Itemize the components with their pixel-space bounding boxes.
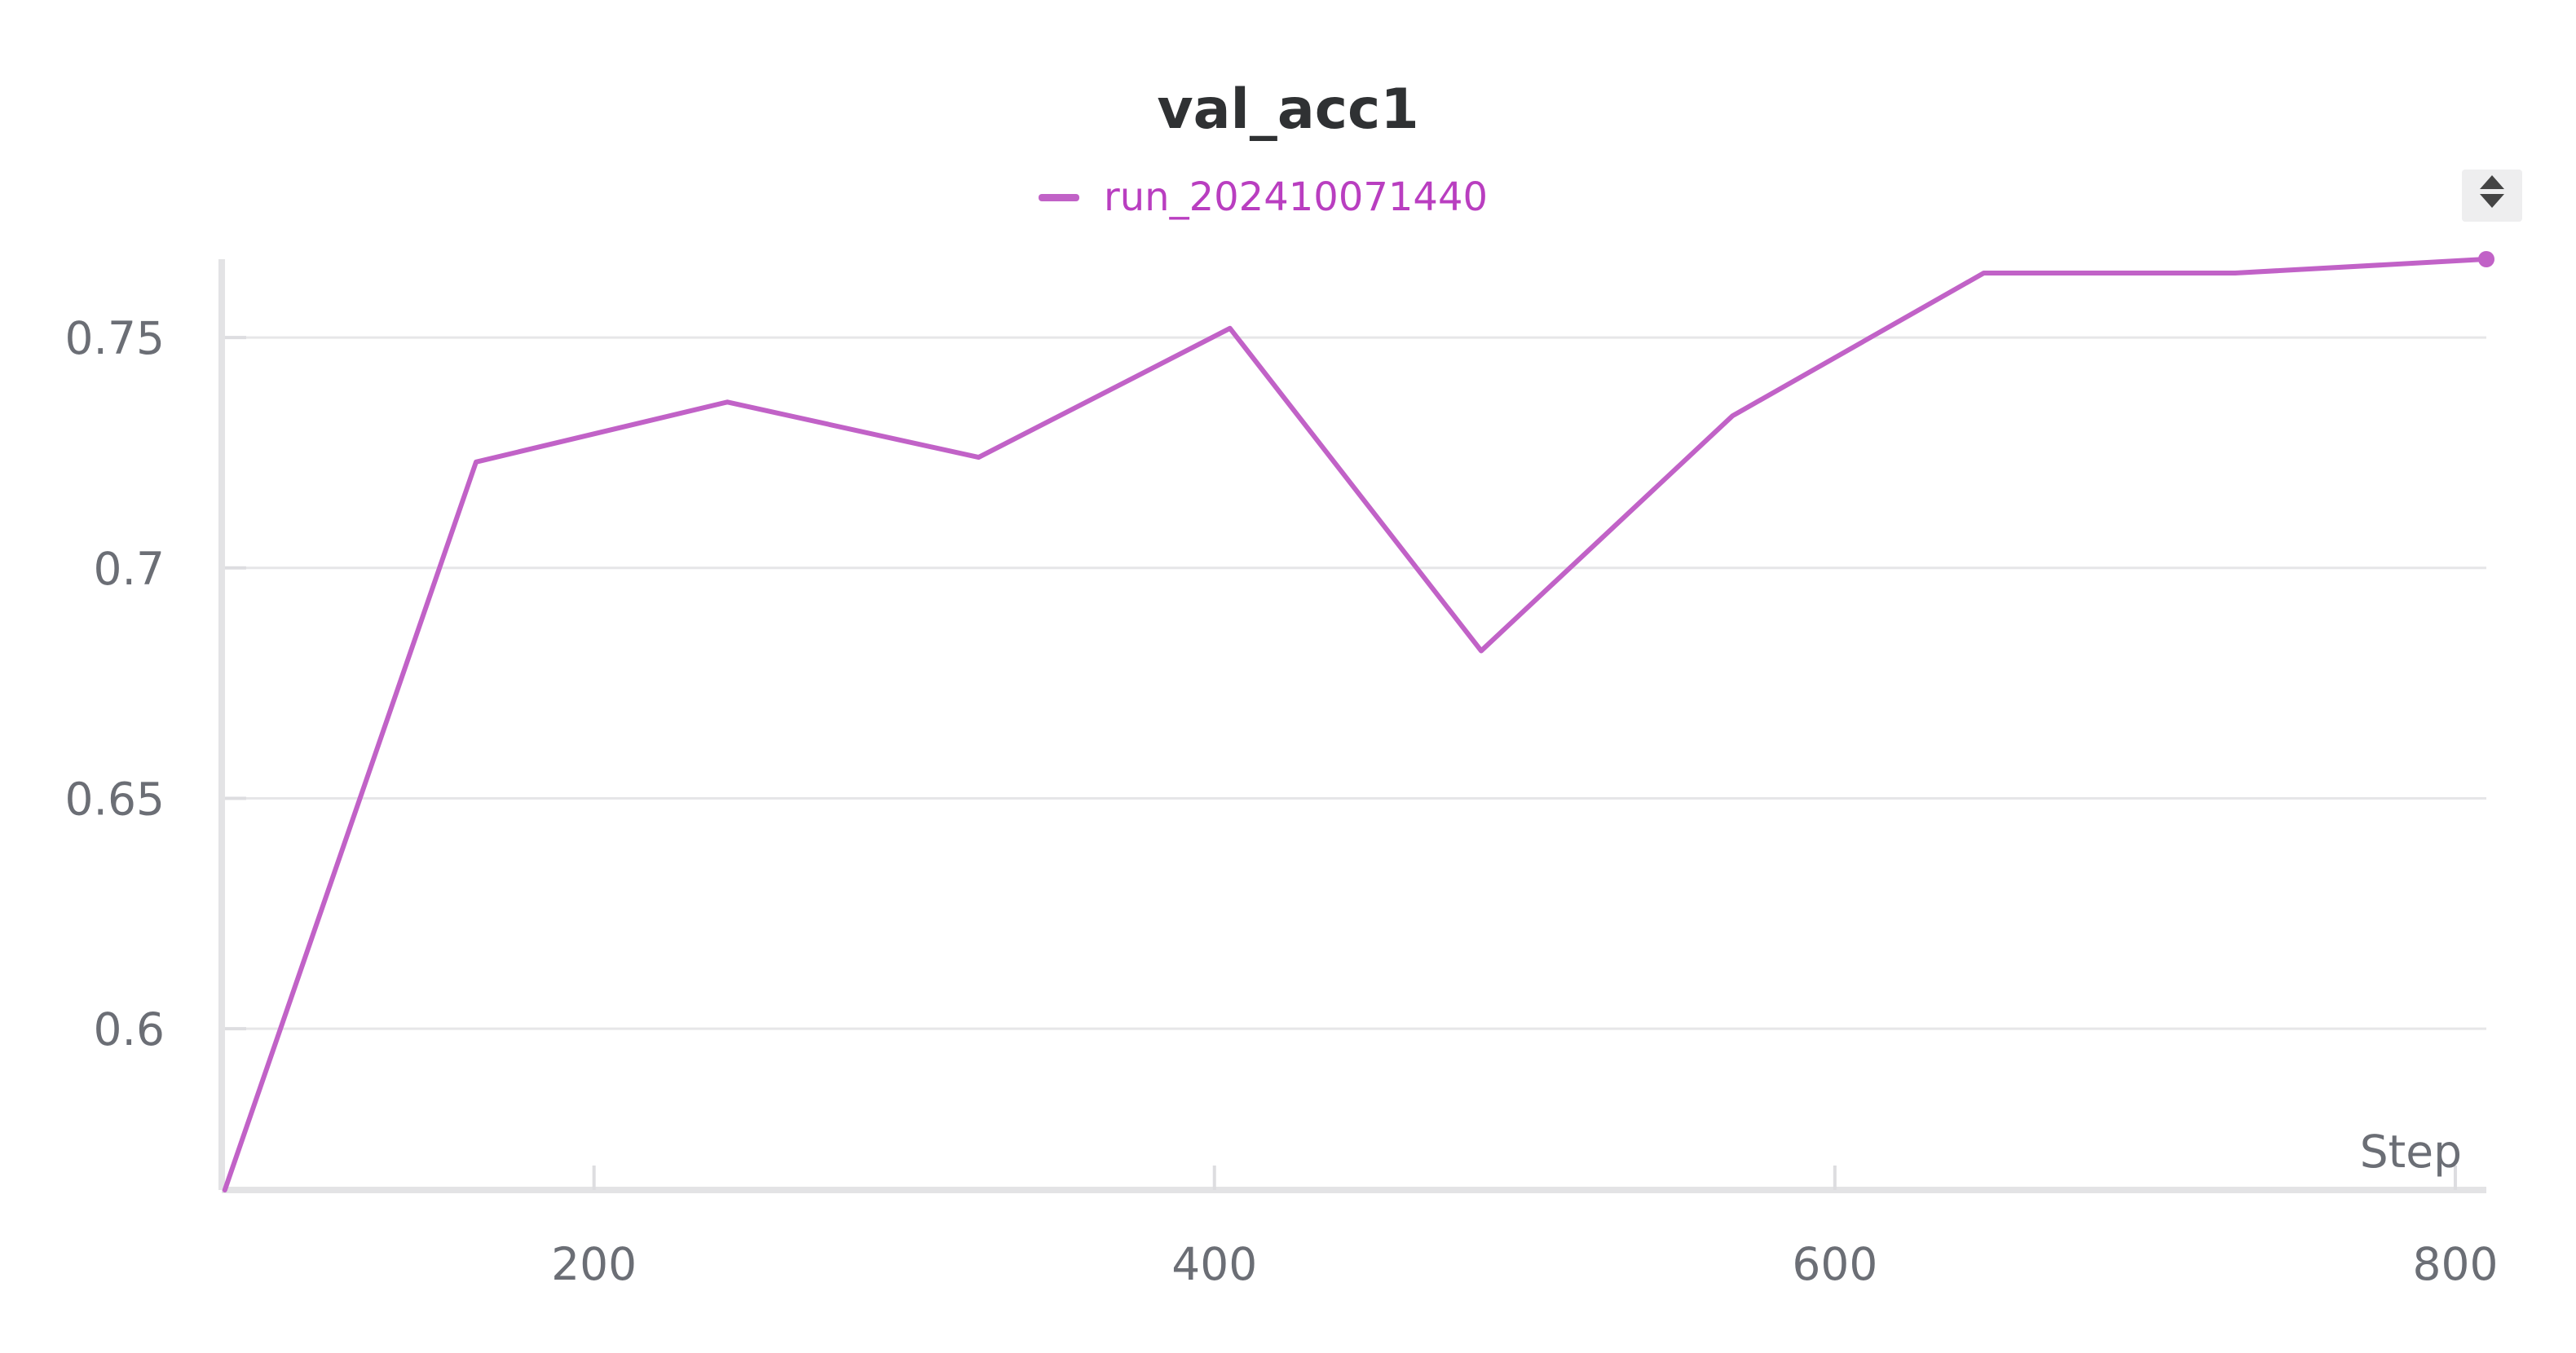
x-tick-label: 800 (2412, 1238, 2498, 1290)
legend-swatch (1039, 193, 1079, 201)
x-tick-label: 400 (1171, 1238, 1257, 1290)
chart-title: val_acc1 (1157, 77, 1419, 142)
y-tick-label: 0.7 (94, 543, 165, 595)
sort-toggle-button[interactable] (2462, 170, 2522, 222)
series-endpoint (2478, 251, 2494, 267)
x-tick-label: 200 (551, 1238, 637, 1290)
series-line (222, 257, 2489, 1192)
x-tick-label: 600 (1792, 1238, 1877, 1290)
y-tick-label: 0.6 (94, 1003, 165, 1056)
legend-label: run_202410071440 (1104, 174, 1489, 220)
x-axis-label: Step (2360, 1126, 2462, 1178)
y-tick-label: 0.75 (65, 312, 165, 364)
legend: run_202410071440 (1039, 173, 1488, 222)
y-tick-label: 0.65 (65, 773, 165, 825)
sort-up-down-icon (2480, 175, 2504, 208)
